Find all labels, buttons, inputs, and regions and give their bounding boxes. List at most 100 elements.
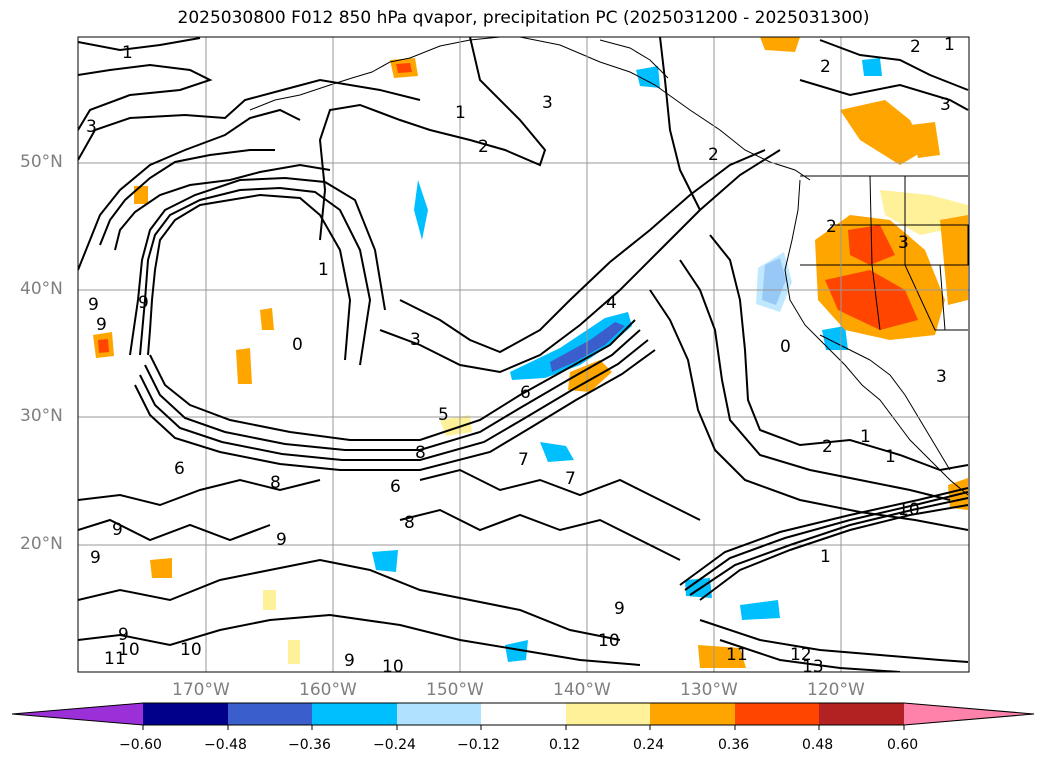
baja-coast — [869, 359, 951, 471]
contour-label: 2 — [910, 37, 921, 57]
colorbar-segment — [650, 703, 735, 725]
colorbar-tick-label: −0.24 — [373, 737, 416, 753]
contour-11 — [144, 329, 641, 451]
colorbar-tick-label: 0.48 — [802, 737, 834, 753]
contour-label: 7 — [518, 450, 529, 470]
lat-label-30n: 30°N — [20, 406, 63, 426]
contour-label: 10 — [382, 657, 404, 677]
neg-anomaly-dot-2 — [540, 442, 574, 462]
contour-17 — [318, 37, 547, 241]
contour-26 — [689, 497, 969, 596]
contour-label: 1 — [885, 447, 896, 467]
state-border-6 — [955, 224, 969, 266]
contour-1 — [78, 37, 201, 52]
contour-label: 5 — [438, 405, 449, 425]
colorbar-tick-marks — [142, 725, 905, 730]
contour-6 — [114, 163, 331, 251]
pos-anomaly-bc-2 — [910, 122, 940, 158]
contour-19 — [679, 259, 951, 501]
contour-24 — [78, 613, 641, 666]
pos-anomaly-spot-2 — [288, 640, 300, 664]
lat-label-40n: 40°N — [20, 279, 63, 299]
contour-label: 9 — [90, 548, 101, 568]
contour-label-layer: 1 2 2 3 3 1 2 2 3 1 3 9 9 9 0 3 4 5 6 6 … — [86, 35, 955, 677]
contour-12 — [139, 339, 649, 461]
contour-label: 2 — [822, 437, 833, 457]
contour-label: 0 — [780, 337, 791, 357]
pos-anomaly-spot-4 — [134, 186, 148, 204]
state-border-4 — [904, 176, 968, 331]
contour-label: 10 — [118, 640, 140, 660]
pos-anomaly-spot-1 — [260, 308, 274, 330]
lon-label-150w: 150°W — [426, 680, 484, 700]
alaska-coast-2 — [599, 39, 669, 79]
contour-label: 10 — [898, 500, 920, 520]
contour-9 — [129, 176, 386, 356]
political-borders — [800, 175, 969, 361]
contour-label: 1 — [944, 35, 955, 55]
contour-label: 6 — [520, 383, 531, 403]
colorbar-extend-right — [904, 703, 1034, 725]
contour-13 — [134, 349, 656, 471]
contour-label: 3 — [86, 117, 97, 137]
contour-label: 9 — [344, 651, 355, 671]
contour-25 — [699, 504, 969, 601]
contour-label: 2 — [708, 145, 719, 165]
neg-anomaly-dot-8 — [862, 58, 882, 76]
contour-label: 6 — [390, 477, 401, 497]
pos-anomaly-bc — [840, 100, 925, 165]
neg-anomaly-dot-5 — [636, 66, 660, 88]
contour-label: 7 — [565, 469, 576, 489]
contour-label: 3 — [410, 330, 421, 350]
colorbar-tick-label: −0.60 — [119, 737, 162, 753]
map-frame — [77, 36, 970, 673]
contour-label: 2 — [826, 217, 837, 237]
lon-label-120w: 120°W — [807, 680, 865, 700]
colorbar-segment — [566, 703, 650, 725]
neg-anomaly-dot-6 — [505, 640, 528, 662]
map-plot-area — [78, 37, 969, 672]
contour-label: 11 — [104, 649, 126, 669]
pos-anomaly-south-1 — [698, 645, 746, 668]
contour-18 — [709, 234, 969, 472]
lat-label-20n: 20°N — [20, 534, 63, 554]
contour-23 — [78, 558, 621, 641]
colorbar-tick-label: −0.12 — [457, 737, 500, 753]
lon-label-130w: 130°W — [680, 680, 738, 700]
contour-label: 9 — [88, 295, 99, 315]
pos-anomaly-west-2 — [150, 558, 172, 578]
contour-22 — [78, 518, 271, 542]
contour-4 — [78, 108, 301, 271]
colorbar-tick-label: 0.36 — [718, 737, 750, 753]
contour-33 — [419, 468, 701, 521]
contour-31 — [819, 39, 969, 91]
colorbar-tick-label: −0.36 — [288, 737, 331, 753]
colorbar-segment — [735, 703, 819, 725]
pos-anomaly-pnw-edge-2 — [940, 215, 968, 305]
precip-anomaly-fills — [93, 37, 968, 668]
lon-label-170w: 170°W — [172, 680, 230, 700]
contour-label: 1 — [860, 427, 871, 447]
contour-label: 6 — [174, 459, 185, 479]
colorbar-segment — [228, 703, 312, 725]
contour-label: 3 — [542, 93, 553, 113]
neg-anomaly-coast-halo — [756, 252, 792, 312]
map-title: 2025030800 F012 850 hPa qvapor, precipit… — [177, 8, 870, 28]
colorbar-tick-label: 0.24 — [633, 737, 665, 753]
neg-anomaly-band-central — [510, 312, 632, 380]
pos-anomaly-pnw-core-2 — [825, 270, 918, 330]
colorbar-segment — [312, 703, 397, 725]
contour-label: 9 — [112, 520, 123, 540]
contour-label: 9 — [276, 530, 287, 550]
contour-28 — [679, 487, 969, 586]
contour-label: 1 — [820, 547, 831, 567]
contour-label: 2 — [478, 137, 489, 157]
colorbar-tick-label: −0.48 — [204, 737, 247, 753]
contour-label: 3 — [940, 95, 951, 115]
pos-anomaly-north-core — [396, 63, 412, 73]
contour-10 — [149, 319, 636, 441]
contour-30 — [719, 639, 901, 672]
colorbar-segment — [481, 703, 566, 725]
contour-label: 9 — [96, 315, 107, 335]
